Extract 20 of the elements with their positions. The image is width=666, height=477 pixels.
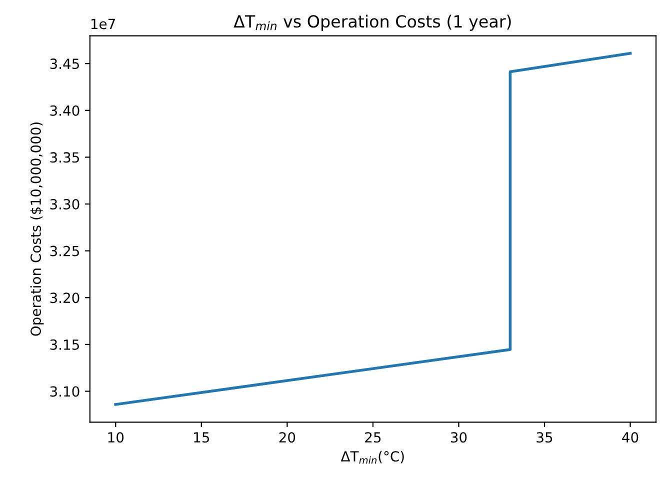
y-tick-label: 3.15	[50, 339, 79, 350]
y-tick-label: 3.45	[50, 58, 79, 70]
y-tick-label: 3.10	[50, 386, 80, 397]
x-tick-label: 35	[536, 432, 552, 443]
y-tick-label: 3.20	[50, 292, 80, 304]
x-tick-label: 15	[194, 432, 210, 443]
y-tick-label: 3.25	[50, 246, 79, 256]
x-axis-title: ΔT$_{min}$(°C)	[340, 450, 404, 464]
x-tick-label: 20	[279, 432, 296, 443]
y-tick-label: 3.40	[50, 105, 80, 116]
x-tick-label: 40	[622, 432, 638, 443]
y-axis-title: Operation Costs ($10,000,000)	[30, 122, 44, 336]
x-tick-label: 30	[450, 432, 467, 443]
text: 1e7	[91, 18, 115, 30]
y-tick-label: 3.35	[50, 152, 79, 163]
x-tick-label: 25	[365, 432, 381, 443]
y-tick-label: 3.30	[50, 198, 80, 210]
x-tick-label: 10	[108, 432, 124, 443]
chart-title: ΔT$_{min}$ vs Operation Costs (1 year)	[234, 14, 511, 31]
line-series	[114, 52, 632, 406]
